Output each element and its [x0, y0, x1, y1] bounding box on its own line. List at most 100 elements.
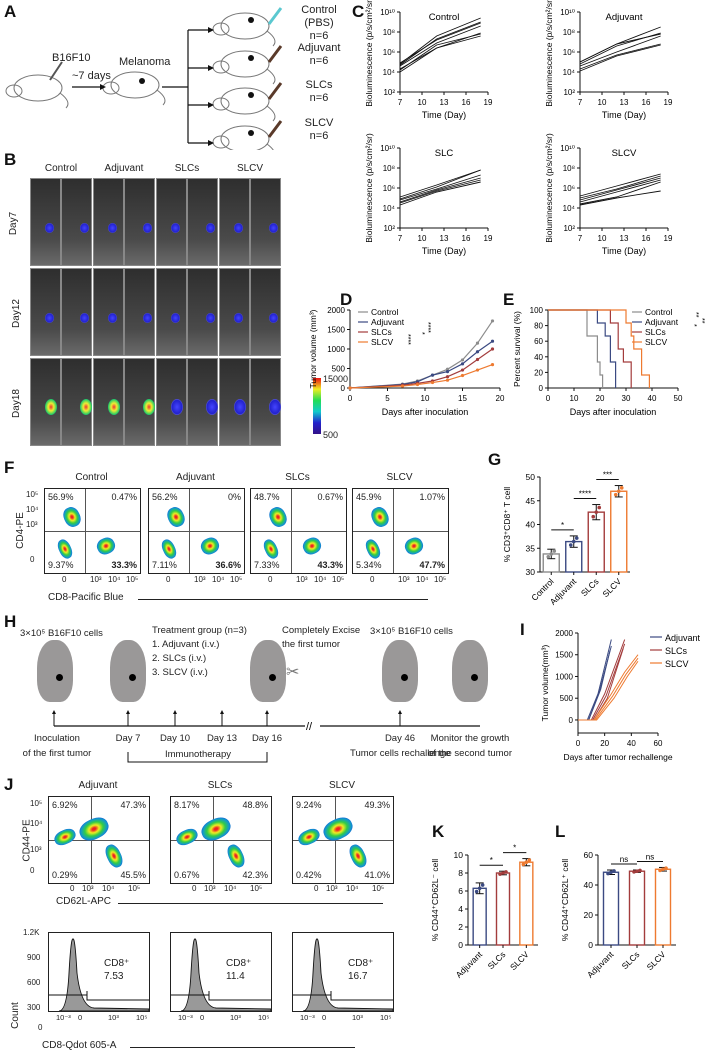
y-axis-label: CD4-PE [14, 512, 26, 549]
mouse-head [5, 84, 23, 98]
luminescence-signal [206, 399, 218, 415]
luminescence-signal [171, 399, 183, 415]
panel-label-j: J [4, 775, 14, 794]
x-tick-label: 10⁴ [102, 884, 115, 893]
density-blob [52, 825, 78, 848]
x-tick-label: SLCV [645, 949, 668, 972]
group-name: Adjuvant [297, 42, 341, 54]
density-blob [363, 537, 383, 561]
luminescence-signal [108, 399, 120, 415]
significance-label: * [690, 324, 697, 327]
mouse-image [250, 358, 281, 446]
quadrant-line-h [251, 531, 346, 532]
x-tick-label: 10³ [204, 884, 216, 893]
data-point [546, 555, 551, 559]
quadrant-ll: 0.67% [174, 870, 200, 880]
subplot-control: 10² 10⁴ 10⁶ 10⁸ 10¹⁰ 7 10 13 16 19 Time (Day) Biolu… [364, 0, 493, 120]
quadrant-lr: 36.6% [215, 560, 241, 570]
mouse-image [30, 358, 61, 446]
x-tick-label: 10 [421, 394, 430, 403]
mouse-image [187, 178, 218, 266]
mouse-image [187, 358, 218, 446]
data-point [664, 866, 668, 870]
mouse-image [219, 178, 250, 266]
luminescence-signal [45, 313, 54, 323]
y-axis-label: % CD44⁺CD62L⁺ cell [560, 859, 570, 941]
histogram-curve [180, 938, 272, 1012]
significance-label: ns [646, 852, 654, 861]
data-point [445, 370, 450, 374]
flow-plot-title: SLCV [386, 472, 413, 483]
y-tick-label: 0 [569, 716, 574, 725]
x-tick-label: 10 [598, 98, 607, 107]
tumor-dot [269, 674, 276, 681]
density-blob [55, 537, 75, 561]
data-point [490, 339, 495, 343]
y-tick-label: 10¹⁰ [560, 8, 575, 17]
flow-plot: 48.7% 0.67% 7.33% 43.3% [250, 488, 347, 574]
mouse-image [61, 178, 92, 266]
density-blob [346, 842, 370, 871]
flow-plot: 56.9% 0.47% 9.37% 33.3% [44, 488, 141, 574]
bar-adjuvant [602, 871, 620, 946]
y-axis-label: Bioluminescence (p/s/cm²/sr) [544, 0, 554, 107]
y-axis-label: CD44-PE [21, 819, 33, 862]
mouse-icon [250, 640, 286, 702]
scissors-icon: ✂ [286, 664, 300, 681]
x-tick-label: 15 [458, 394, 467, 403]
x-tick-label: SLCs [620, 949, 642, 971]
y-tick-label: 50 [526, 472, 536, 482]
gate-value: 11.4 [226, 971, 245, 982]
gate-label: CD8⁺ [348, 958, 374, 969]
series-line [579, 175, 661, 199]
y-tick-label: 10³ [30, 845, 42, 854]
mouse-image [124, 268, 155, 356]
luminescence-signal [80, 399, 92, 415]
quadrant-line-h [293, 840, 393, 841]
mouse-image [30, 268, 61, 356]
quadrant-lr: 41.0% [364, 870, 390, 880]
mouse-icon [212, 45, 283, 85]
quadrant-ur: 48.8% [242, 800, 268, 810]
group-n: n=6 [309, 30, 329, 42]
immunotherapy-label: Immunotherapy [164, 749, 231, 760]
y-tick-label: 0 [38, 1023, 43, 1032]
timeline-label: Day 13 [206, 733, 238, 744]
series-line [579, 190, 661, 206]
y-axis-label: Tumor volume(mm³) [540, 645, 550, 722]
x-tick-label: SLCV [600, 576, 623, 599]
data-point [658, 868, 662, 873]
significance-label: ** [698, 318, 705, 324]
tick-arrow [398, 710, 402, 714]
x-tick-label: 13 [440, 98, 449, 107]
series-line [579, 173, 661, 197]
quadrant-ll: 5.34% [356, 560, 382, 570]
tick-arrow [173, 710, 177, 714]
y-tick-label: 0 [458, 940, 463, 950]
data-point [490, 319, 495, 323]
mouse-image [61, 358, 92, 446]
mouse-image [61, 268, 92, 356]
x-tick-label: 5 [385, 394, 390, 403]
quadrant-line-h [353, 531, 448, 532]
x-axis-label: Time (Day) [422, 110, 466, 120]
panel-i-rechallenge: 0 500 1000 1500 2000 0 20 40 60 Days after tumor … [540, 629, 701, 762]
data-point [498, 872, 502, 876]
treatment-item: 1. Adjuvant (i.v.) [152, 639, 220, 650]
timeline-label: of the first tumor [22, 748, 92, 759]
panel-k-bar-chart: 0 2 4 6 8 10 % CD44⁺CD62L⁻ cell Adjuvant SLCs SLC… [430, 844, 538, 980]
luminescence-signal [143, 223, 152, 233]
quadrant-lr: 33.3% [111, 560, 137, 570]
x-tick-label: Adjuvant [454, 949, 485, 980]
y-tick-label: 600 [27, 978, 41, 987]
x-tick-label: 10⁵ [136, 1013, 148, 1022]
tumor-dot [471, 674, 478, 681]
x-tick-label: 10³ [90, 575, 102, 584]
x-tick-label: 10³ [398, 575, 410, 584]
mouse-body [220, 87, 270, 115]
color-scale-bar [313, 378, 321, 434]
data-point [504, 870, 508, 874]
quadrant-line-h [149, 531, 244, 532]
legend-label: Control [645, 307, 673, 317]
timeline-axis: // [52, 710, 480, 763]
